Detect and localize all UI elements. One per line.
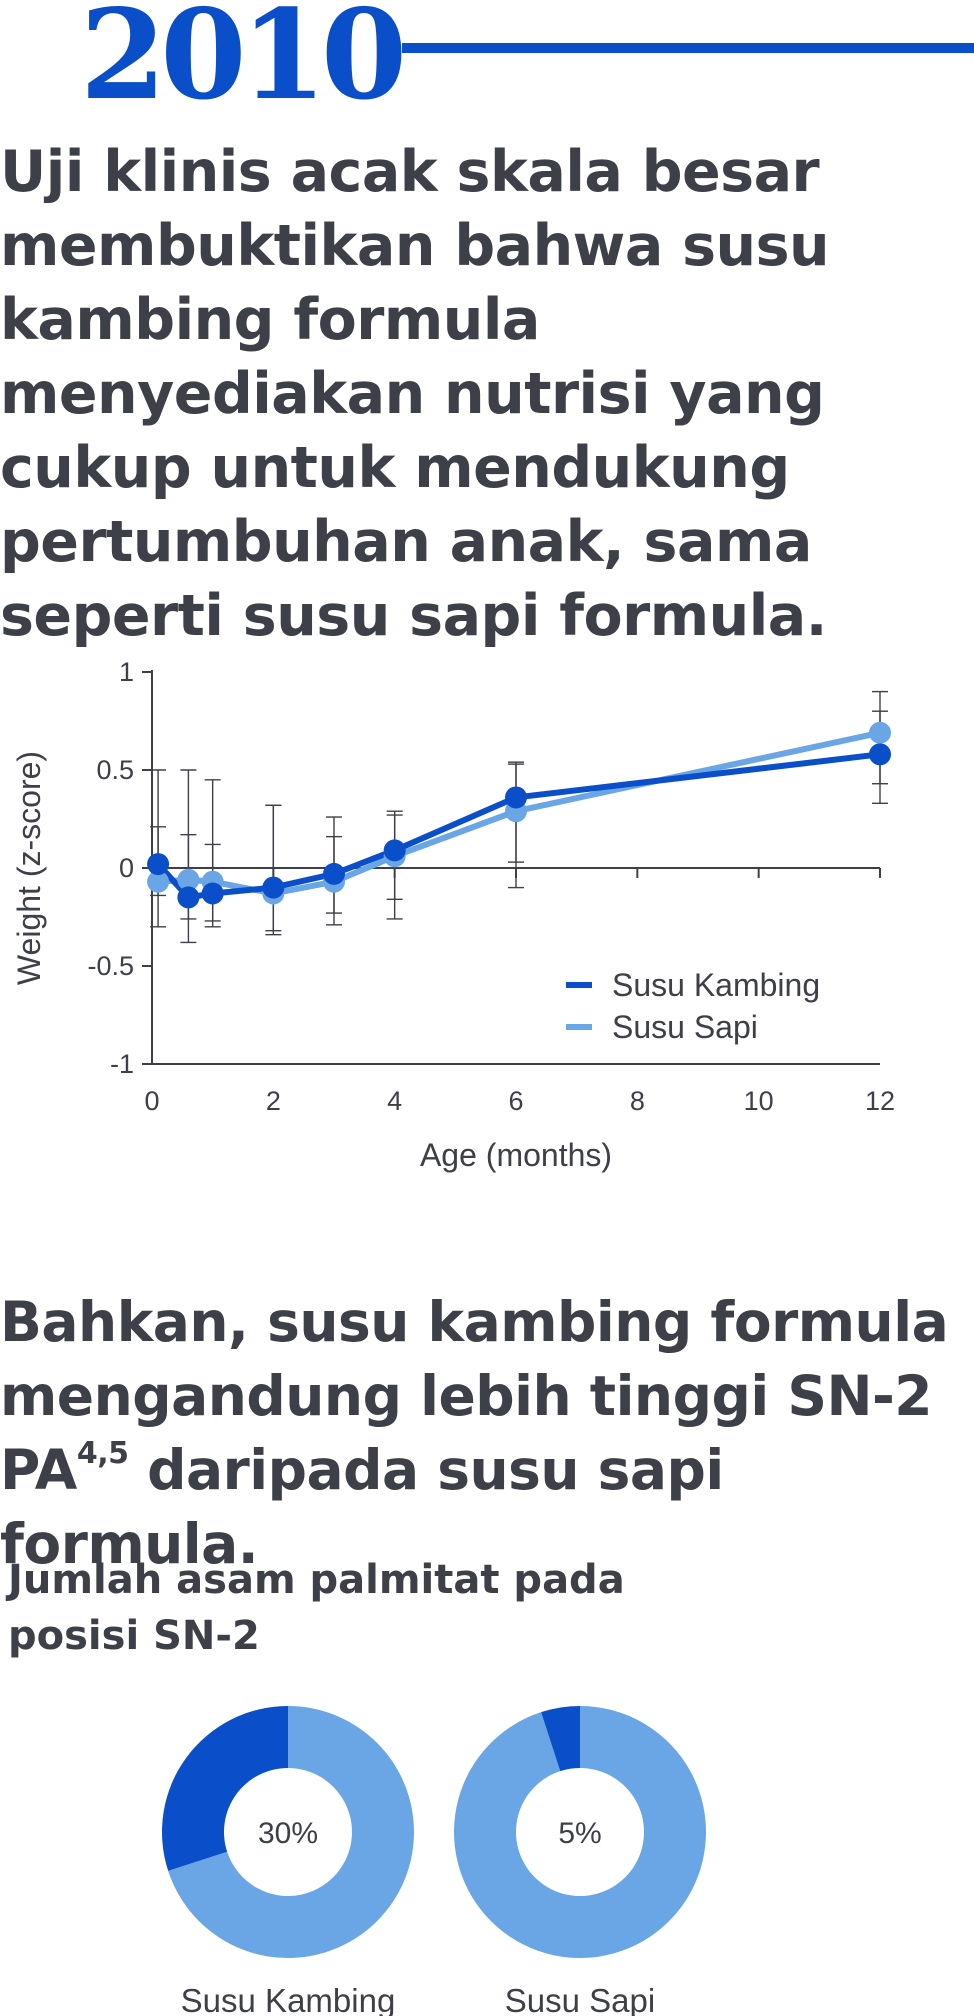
subheadline-before: Bahkan, susu kambing formula mengandung … <box>0 1290 949 1502</box>
donut-sapi: 5% Susu Sapi <box>454 1706 707 2016</box>
donut-value-slice <box>161 1706 288 1871</box>
donut-remainder-slice <box>454 1706 707 1958</box>
subheadline-text: Bahkan, susu kambing formula mengandung … <box>0 1285 970 1581</box>
donut-kambing: 30% Susu Kambing <box>161 1706 414 2016</box>
y-tick-label: 1 <box>119 657 134 687</box>
sn2-donut-charts: 30% Susu Kambing 5% Susu Sapi <box>161 1706 707 2016</box>
x-tick-label: 6 <box>508 1086 523 1116</box>
x-tick-label: 12 <box>865 1086 895 1116</box>
y-tick-label: -0.5 <box>87 951 134 981</box>
legend-label: Susu Kambing <box>612 967 820 1003</box>
donut-center-label: 30% <box>258 1817 318 1850</box>
chart-axes: 1 0.5 0 -0.5 -1 0 2 4 6 8 10 12 Age (months) Weight (… <box>11 657 895 1173</box>
y-axis-label: Weight (z-score) <box>11 751 47 985</box>
chart-legend: Susu Kambing Susu Sapi <box>566 967 820 1045</box>
donut-value-slice <box>541 1706 580 1772</box>
x-tick-label: 2 <box>266 1086 281 1116</box>
data-point <box>869 743 891 766</box>
data-point <box>383 839 406 862</box>
x-axis-label: Age (months) <box>420 1137 612 1173</box>
data-point <box>262 876 285 899</box>
y-tick-label: 0 <box>119 853 134 883</box>
data-point <box>177 886 200 909</box>
series-line <box>155 751 881 901</box>
year-heading: 2010 <box>80 0 407 128</box>
x-tick-label: 8 <box>630 1086 645 1116</box>
y-tick-label: 0.5 <box>96 755 134 785</box>
weight-line-chart: 1 0.5 0 -0.5 -1 0 2 4 6 8 10 12 Age (months) Weight (… <box>11 657 895 1173</box>
data-point <box>201 882 224 905</box>
donut-center-label: 5% <box>558 1817 601 1850</box>
data-point <box>147 870 170 893</box>
data-points <box>147 721 891 909</box>
year-divider-line <box>402 43 974 53</box>
donut-name-label: Susu Sapi <box>505 1982 655 2016</box>
donut-remainder-slice <box>168 1706 414 1958</box>
subheadline-after: daripada susu sapi formula. <box>0 1438 724 1576</box>
data-point <box>147 853 170 876</box>
x-tick-label: 10 <box>744 1086 774 1116</box>
data-point <box>505 786 527 809</box>
data-point <box>869 721 891 744</box>
x-tick-label: 4 <box>387 1086 402 1116</box>
data-point <box>177 868 200 891</box>
data-point <box>323 862 345 885</box>
y-tick-label: -1 <box>110 1049 134 1079</box>
citation-superscript: 4,5 <box>76 1436 129 1471</box>
headline-text: Uji klinis acak skala besar membuktikan … <box>0 139 830 649</box>
donut-caption: Jumlah asam palmitat pada posisi SN-2 <box>8 1557 625 1659</box>
x-tick-label: 0 <box>144 1086 159 1116</box>
legend-label: Susu Sapi <box>612 1009 758 1045</box>
donut-name-label: Susu Kambing <box>181 1982 396 2016</box>
